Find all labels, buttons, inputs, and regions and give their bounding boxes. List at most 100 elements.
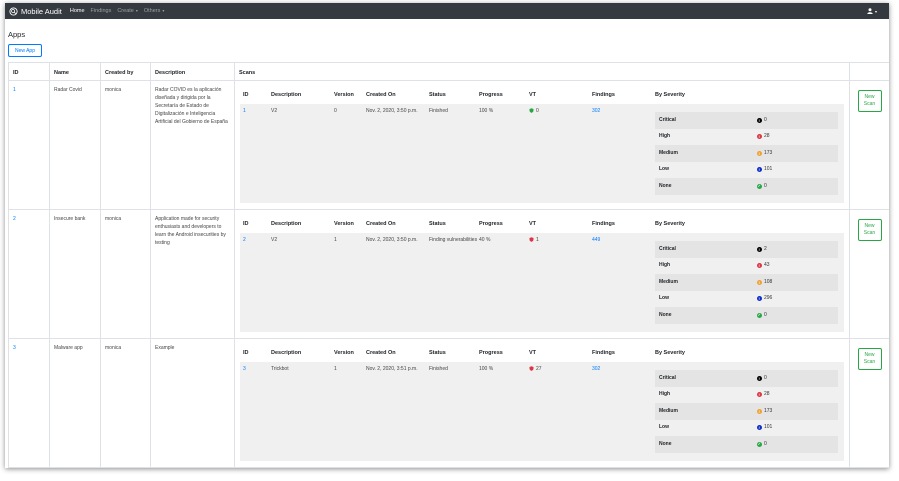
nav-create-label: Create xyxy=(117,8,134,14)
new-scan-button[interactable]: New Scan xyxy=(857,219,882,241)
severity-label: Critical xyxy=(659,374,676,381)
severity-breakdown: Critical 0 High 28 Medium 173 Low 101 None 0 xyxy=(655,362,844,453)
scan-status: Finished xyxy=(429,366,448,372)
scan-header-findings: Findings xyxy=(592,221,615,227)
severity-value: 0 xyxy=(757,117,767,124)
severity-label: None xyxy=(659,182,672,189)
scan-table: ID Description Version Created On Status Prog… xyxy=(240,86,844,203)
scan-status: Finding vulnerabilities xyxy=(429,237,478,243)
new-app-button[interactable]: New App xyxy=(8,44,42,57)
severity-count: 28 xyxy=(764,391,770,397)
severity-count: 2 xyxy=(764,245,767,252)
header-actions xyxy=(849,62,889,81)
scan-header-progress: Progress xyxy=(479,221,503,227)
severity-value: 0 xyxy=(757,312,767,320)
scan-vt-count: 1 xyxy=(536,237,539,243)
severity-dot-icon xyxy=(757,166,762,174)
scan-vt-count: 0 xyxy=(536,108,539,114)
header-id: ID xyxy=(8,62,50,81)
user-icon xyxy=(867,8,873,14)
app-id-cell: 3 xyxy=(8,338,50,468)
severity-value: 43 xyxy=(757,262,770,270)
scan-header-findings: Findings xyxy=(592,92,615,98)
scan-header-progress: Progress xyxy=(479,92,503,98)
scan-progress: 100 % xyxy=(479,366,494,372)
severity-value: 28 xyxy=(757,391,770,399)
new-scan-button[interactable]: New Scan xyxy=(857,348,882,370)
severity-value: 2 xyxy=(757,245,767,253)
app-id-link[interactable]: 1 xyxy=(13,87,16,93)
scan-table: ID Description Version Created On Status Prog… xyxy=(240,215,844,332)
scan-row: 2 V2 1 Nov. 2, 2020, 3:50 p.m. Finding vulne… xyxy=(240,233,844,332)
nav-findings[interactable]: Findings xyxy=(90,8,112,14)
app-id-link[interactable]: 3 xyxy=(13,345,16,351)
scan-header-status: Status xyxy=(429,92,446,98)
severity-table: Critical 0 High 28 Medium 173 Low 101 None 0 xyxy=(655,112,838,195)
scan-status: Finished xyxy=(429,108,448,114)
app-created-by: monica xyxy=(100,209,151,339)
brand[interactable]: Mobile Audit xyxy=(9,7,62,16)
app-id-link[interactable]: 2 xyxy=(13,216,16,222)
scan-description: V2 xyxy=(271,237,278,243)
brand-label: Mobile Audit xyxy=(21,6,62,16)
severity-dot-icon xyxy=(757,312,762,320)
scan-header-description: Description xyxy=(271,92,302,98)
severity-row: Critical 0 xyxy=(655,112,838,129)
severity-dot-icon xyxy=(757,183,762,191)
scan-version: 1 xyxy=(334,366,337,372)
severity-dot-icon xyxy=(757,246,762,253)
new-scan-button[interactable]: New Scan xyxy=(857,90,882,112)
scan-id-link[interactable]: 2 xyxy=(243,237,246,243)
nav-others-label: Others xyxy=(143,8,161,14)
severity-row: Low 296 xyxy=(655,290,838,307)
scan-findings-link[interactable]: 302 xyxy=(592,108,601,114)
scan-row: 3 Trickbot 1 Nov. 2, 2020, 3:51 p.m. Finishe… xyxy=(240,362,844,461)
severity-count: 43 xyxy=(764,262,770,268)
app-name: Insecure bank xyxy=(49,209,101,339)
app-created-by: monica xyxy=(100,338,151,468)
header-scans: Scans xyxy=(234,62,850,81)
scan-id-link[interactable]: 3 xyxy=(243,366,246,372)
severity-label: High xyxy=(659,262,671,268)
scan-row: 1 V2 0 Nov. 2, 2020, 3:50 p.m. Finished 100 %… xyxy=(240,104,844,203)
actions-cell: New Scan xyxy=(849,338,889,468)
scan-header-vt: VT xyxy=(529,350,537,356)
scan-header-row: ID Description Version Created On Status Prog… xyxy=(240,215,844,233)
scan-vt: 27 xyxy=(529,362,592,374)
scans-cell: ID Description Version Created On Status Prog… xyxy=(234,80,850,210)
scan-created-on: Nov. 2, 2020, 3:51 p.m. xyxy=(366,366,418,372)
severity-value: 101 xyxy=(757,424,772,432)
scan-id-link[interactable]: 1 xyxy=(243,108,246,114)
scan-header-findings: Findings xyxy=(592,350,615,356)
severity-row: High 28 xyxy=(655,386,838,403)
severity-row: Medium 108 xyxy=(655,274,838,291)
severity-row: None 0 xyxy=(655,436,838,453)
scan-header-vt: VT xyxy=(529,92,537,98)
severity-dot-icon xyxy=(757,117,762,124)
app-created-by: monica xyxy=(100,80,151,210)
nav-others[interactable]: Others ▾ xyxy=(144,8,165,14)
scan-created-on: Nov. 2, 2020, 3:50 p.m. xyxy=(366,108,418,114)
severity-count: 173 xyxy=(764,407,773,414)
user-menu[interactable]: ▾ xyxy=(867,8,877,14)
severity-count: 173 xyxy=(764,149,773,156)
shield-icon xyxy=(529,366,534,372)
severity-value: 0 xyxy=(757,375,767,382)
severity-value: 173 xyxy=(757,149,773,157)
nav-create[interactable]: Create ▾ xyxy=(117,8,138,14)
severity-label: Medium xyxy=(659,407,678,414)
scan-progress: 40 % xyxy=(479,237,491,243)
chevron-down-icon: ▾ xyxy=(135,8,138,13)
scan-header-status: Status xyxy=(429,221,446,227)
nav-home[interactable]: Home xyxy=(69,8,85,14)
severity-count: 28 xyxy=(764,133,770,139)
severity-row: Medium 173 xyxy=(655,145,838,162)
scan-table: ID Description Version Created On Status Prog… xyxy=(240,344,844,461)
severity-dot-icon xyxy=(757,262,762,270)
scan-findings-link[interactable]: 302 xyxy=(592,366,601,372)
scan-findings-link[interactable]: 449 xyxy=(592,237,601,243)
severity-dot-icon xyxy=(757,375,762,382)
severity-row: None 0 xyxy=(655,307,838,324)
severity-table: Critical 0 High 28 Medium 173 Low 101 None 0 xyxy=(655,370,838,453)
table-header-row: ID Name Created by Description Scans xyxy=(8,62,889,81)
